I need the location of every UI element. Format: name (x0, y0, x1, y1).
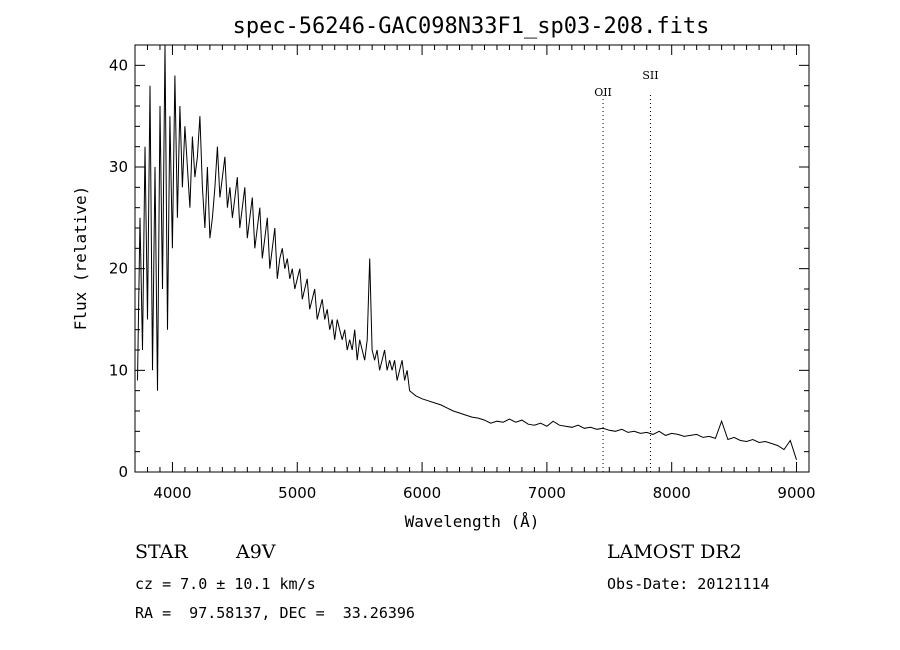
y-tick-label: 40 (109, 56, 128, 74)
survey-name: LAMOST DR2 (607, 541, 742, 563)
x-tick-label: 5000 (278, 484, 316, 502)
redshift-cz: cz = 7.0 ± 10.1 km/s (135, 575, 316, 593)
y-axis-label: Flux (relative) (71, 186, 90, 331)
x-axis-label: Wavelength (Å) (405, 512, 540, 531)
x-tick-label: 9000 (777, 484, 815, 502)
y-tick-label: 20 (109, 260, 128, 278)
coordinates: RA = 97.58137, DEC = 33.26396 (135, 604, 415, 622)
spectrum-line (137, 44, 797, 460)
object-class: STAR (135, 541, 188, 563)
y-tick-label: 0 (118, 463, 128, 481)
x-tick-label: 8000 (653, 484, 691, 502)
plot-frame (134, 44, 810, 473)
line-annotations: OII SII (594, 69, 659, 472)
y-tick-label: 30 (109, 158, 128, 176)
annotation-label: OII (594, 86, 612, 99)
chart-title: spec-56246-GAC098N33F1_sp03-208.fits (233, 14, 710, 39)
annotation-label: SII (642, 69, 658, 82)
x-tick-label: 4000 (153, 484, 191, 502)
observation-date: Obs-Date: 20121114 (607, 575, 770, 593)
axis-ticks: 4000 5000 6000 7000 8000 9000 0 10 20 30 40 (109, 44, 816, 502)
x-tick-label: 7000 (528, 484, 566, 502)
y-tick-label: 10 (109, 361, 128, 379)
x-tick-label: 6000 (403, 484, 441, 502)
object-subclass: A9V (236, 541, 276, 563)
